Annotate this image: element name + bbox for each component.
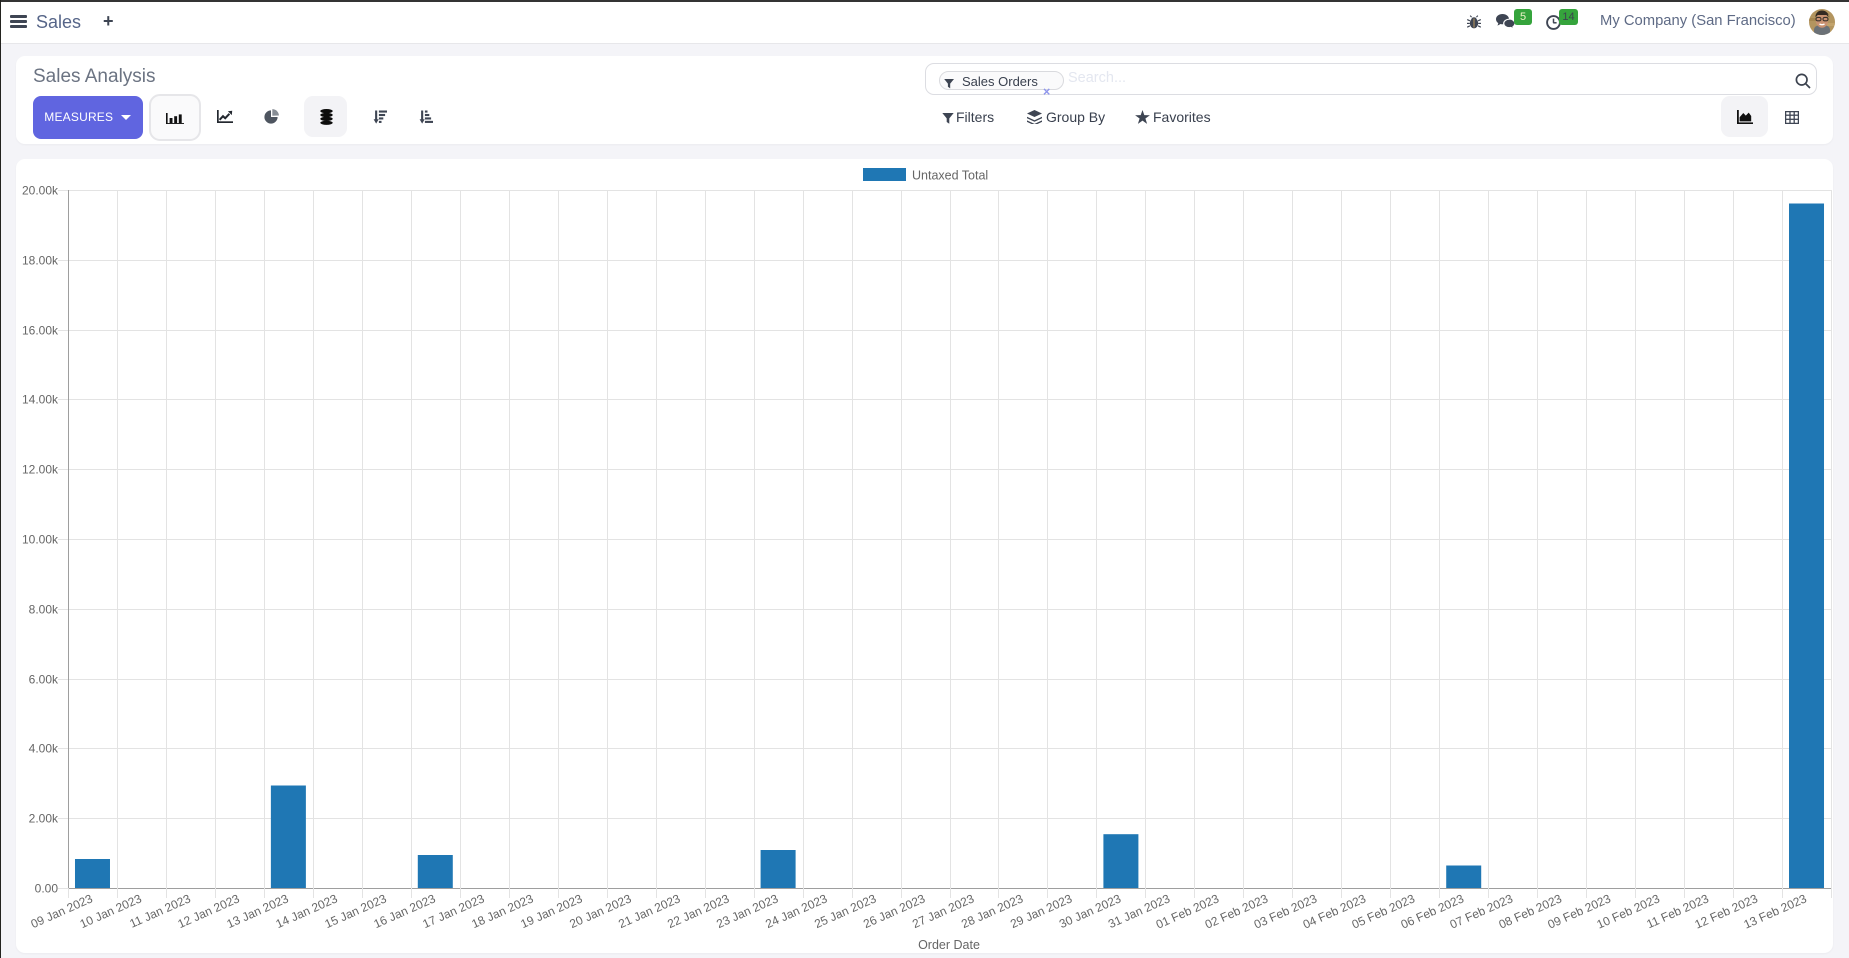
svg-text:Untaxed Total: Untaxed Total <box>912 169 988 183</box>
svg-text:20.00k: 20.00k <box>22 184 59 198</box>
svg-text:8.00k: 8.00k <box>29 603 59 617</box>
svg-text:4.00k: 4.00k <box>29 742 59 756</box>
svg-text:Order Date: Order Date <box>918 938 980 952</box>
svg-text:14.00k: 14.00k <box>22 393 59 407</box>
svg-text:2.00k: 2.00k <box>29 812 59 826</box>
svg-text:16.00k: 16.00k <box>22 324 59 338</box>
svg-text:0.00: 0.00 <box>35 882 59 896</box>
svg-text:12.00k: 12.00k <box>22 463 59 477</box>
svg-text:6.00k: 6.00k <box>29 673 59 687</box>
svg-text:18.00k: 18.00k <box>22 254 59 268</box>
svg-text:10.00k: 10.00k <box>22 533 59 547</box>
